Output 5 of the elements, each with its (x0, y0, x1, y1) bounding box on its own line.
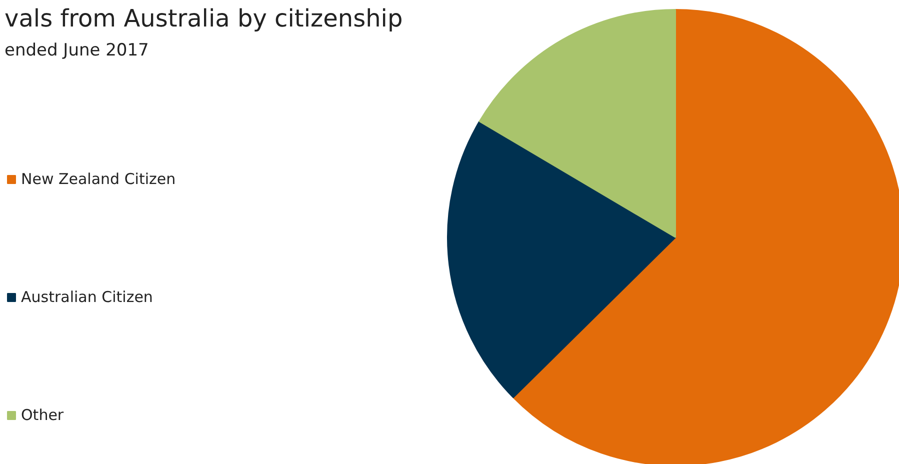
legend-label: Other (21, 406, 64, 424)
legend-label: New Zealand Citizen (21, 170, 176, 188)
legend-label: Australian Citizen (21, 288, 153, 306)
text: ended June 2017 (4, 40, 149, 60)
chart-title: vals from Australia by citizenship (4, 4, 403, 32)
